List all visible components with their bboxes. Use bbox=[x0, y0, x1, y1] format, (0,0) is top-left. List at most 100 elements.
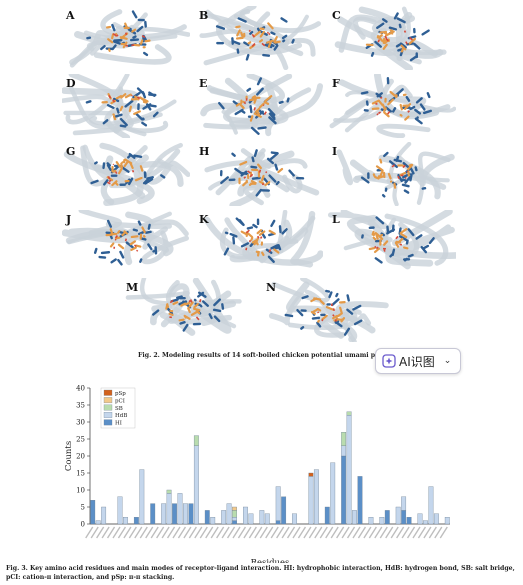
docking-panel-g: G bbox=[62, 142, 190, 206]
y-tick-label: 30 bbox=[76, 419, 85, 427]
panel-letter: J bbox=[66, 213, 72, 226]
x-tick-label-mark bbox=[336, 526, 345, 539]
docking-illustration bbox=[125, 278, 242, 336]
bar-segment-sb bbox=[166, 489, 172, 494]
bar-segment-hi bbox=[172, 503, 177, 525]
panel-letter: B bbox=[199, 9, 209, 22]
bar-segment-hi bbox=[90, 500, 96, 525]
docking-panel-d: D bbox=[62, 74, 190, 138]
x-tick-label-mark bbox=[205, 526, 214, 539]
chevron-down-icon[interactable]: ⌄ bbox=[443, 356, 452, 366]
docking-illustration bbox=[63, 142, 190, 206]
bar-segment-hi bbox=[341, 455, 347, 525]
x-tick-label-mark bbox=[314, 526, 323, 539]
panel-letter: M bbox=[126, 281, 139, 294]
figure2-caption: Fig. 2. Modeling results of 14 soft-boil… bbox=[138, 352, 401, 359]
bar-segment-hdb bbox=[423, 520, 428, 525]
bar-segment-hdb bbox=[95, 520, 101, 525]
docking-illustration bbox=[204, 148, 320, 206]
docking-panel-j: J bbox=[62, 210, 190, 274]
x-tick-label-mark bbox=[177, 526, 187, 539]
x-tick-label-mark bbox=[434, 526, 443, 539]
bar-segment-hi bbox=[384, 510, 390, 525]
figure3-caption: Fig. 3. Key amino acid residues and main… bbox=[6, 565, 515, 581]
figure3-chart: 0 5 10 15 20 25 30 35 40 Counts Residues pSp pCI SB Hd… bbox=[62, 378, 462, 568]
bar-segment-hi bbox=[150, 503, 156, 525]
bar-segment-hi bbox=[133, 517, 139, 525]
x-tick-label-mark bbox=[150, 526, 159, 539]
x-tick-label-mark bbox=[85, 526, 94, 539]
bar-segment-hdb bbox=[352, 510, 357, 525]
x-tick-label-mark bbox=[346, 526, 356, 539]
x-tick-label-mark bbox=[156, 526, 165, 539]
bar-segment-hdb bbox=[292, 513, 297, 525]
legend-label-sb: SB bbox=[115, 406, 123, 412]
bar-segment-hdb bbox=[161, 503, 167, 525]
bar-segment-hdb bbox=[341, 445, 347, 457]
bar-segment-hdb bbox=[123, 517, 128, 525]
y-tick-label: 40 bbox=[76, 385, 85, 393]
bar-segment-hdb bbox=[183, 503, 188, 525]
bar-segment-psp bbox=[308, 472, 314, 477]
y-tick-label: 25 bbox=[76, 436, 85, 444]
bar-segment-hdb bbox=[433, 513, 439, 525]
x-tick-label-mark bbox=[396, 526, 405, 539]
x-tick-label-mark bbox=[216, 526, 225, 539]
x-tick-label-mark bbox=[106, 526, 116, 539]
docking-illustration bbox=[334, 6, 447, 70]
x-tick-label-mark bbox=[123, 526, 132, 539]
x-tick-label-mark bbox=[379, 526, 388, 539]
x-tick-label-mark bbox=[286, 526, 296, 539]
docking-illustration bbox=[62, 74, 177, 138]
bar-segment-hi bbox=[204, 510, 210, 525]
bar-segment-hi bbox=[188, 503, 194, 525]
bar-segment-hdb bbox=[193, 445, 199, 525]
bar-segment-hdb bbox=[368, 517, 374, 525]
x-tick-label-mark bbox=[243, 526, 252, 539]
x-tick-label-mark bbox=[439, 526, 448, 539]
bar-segment-hdb bbox=[428, 486, 434, 525]
x-tick-label-mark bbox=[281, 526, 290, 539]
bar-segment-hdb bbox=[401, 496, 407, 511]
x-tick-label-mark bbox=[134, 526, 143, 539]
x-axis-label: Residues bbox=[251, 558, 290, 563]
y-axis-label: Counts bbox=[64, 441, 74, 471]
x-tick-label-mark bbox=[90, 526, 99, 539]
legend-label-hdb: HdB bbox=[115, 413, 127, 419]
bar-segment-pci bbox=[232, 506, 237, 511]
x-tick-label-mark bbox=[292, 526, 301, 539]
x-tick-label-mark bbox=[210, 526, 219, 539]
bar-segment-hi bbox=[232, 520, 237, 525]
bar-segment-sb bbox=[346, 411, 352, 416]
docking-panel-c: C bbox=[328, 6, 456, 70]
x-tick-label-mark bbox=[303, 526, 312, 539]
ai-badge-label: AI识图 bbox=[399, 354, 435, 369]
ai-sparkle-icon bbox=[382, 354, 396, 368]
x-tick-label-mark bbox=[428, 526, 437, 539]
ai-image-recognition-button[interactable]: AI识图 ⌄ bbox=[375, 348, 461, 374]
x-tick-label-mark bbox=[357, 526, 367, 539]
panel-letter: E bbox=[199, 77, 208, 90]
x-tick-label-mark bbox=[221, 526, 230, 539]
x-tick-label-mark bbox=[161, 526, 170, 539]
panel-letter: L bbox=[332, 213, 340, 226]
x-tick-label-mark bbox=[401, 526, 410, 539]
legend-swatch-sb bbox=[103, 404, 113, 411]
legend-swatch-pci bbox=[103, 397, 113, 404]
x-tick-label-mark bbox=[237, 526, 247, 539]
docking-illustration bbox=[69, 9, 190, 68]
x-tick-label-mark bbox=[139, 526, 148, 539]
bar-segment-hdb bbox=[308, 476, 314, 525]
x-tick-label-mark bbox=[259, 526, 268, 539]
x-tick-label-mark bbox=[112, 526, 121, 539]
x-tick-label-mark bbox=[232, 526, 241, 539]
x-tick-label-mark bbox=[352, 526, 361, 539]
x-tick-label-mark bbox=[297, 526, 307, 539]
bar-segment-hdb bbox=[166, 493, 172, 525]
legend-swatch-psp bbox=[103, 389, 113, 396]
x-tick-label-mark bbox=[276, 526, 285, 539]
docking-illustration bbox=[268, 278, 389, 342]
x-tick-label-mark bbox=[248, 526, 257, 539]
docking-illustration bbox=[200, 74, 323, 137]
bar-segment-sb bbox=[193, 435, 199, 446]
